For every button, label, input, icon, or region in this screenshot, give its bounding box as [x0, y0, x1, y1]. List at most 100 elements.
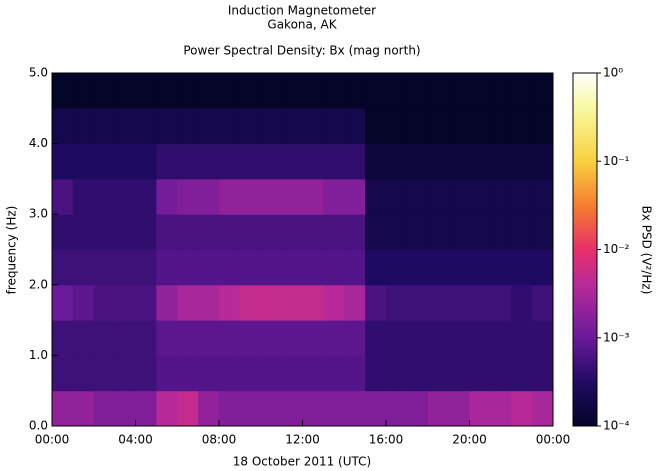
heatmap-cell	[511, 214, 533, 250]
colorbar	[572, 72, 598, 427]
heatmap-cell	[177, 143, 199, 180]
heatmap-cell	[469, 214, 491, 250]
heatmap-cell	[406, 214, 429, 250]
heatmap-cell	[135, 73, 157, 109]
heatmap-cell	[114, 355, 136, 392]
heatmap-cell	[260, 249, 283, 286]
heatmap-cell	[72, 390, 95, 427]
heatmap-cell	[52, 249, 74, 286]
heatmap-cell	[344, 143, 366, 180]
heatmap-cell	[302, 143, 324, 180]
heatmap-cell	[177, 249, 199, 286]
heatmap-cell	[365, 108, 387, 145]
y-tick-label: 3.0	[29, 207, 48, 221]
heatmap-cell	[406, 143, 429, 180]
heatmap-cell	[93, 214, 116, 250]
heatmap-cell	[219, 320, 241, 356]
heatmap-cell	[469, 178, 491, 215]
heatmap-cell	[386, 284, 408, 321]
heatmap-cell	[281, 73, 303, 109]
heatmap-cell	[198, 143, 220, 180]
heatmap-cell	[135, 390, 157, 427]
heatmap-cell	[93, 249, 116, 286]
heatmap-cell	[281, 355, 303, 392]
heatmap-cell	[427, 320, 450, 356]
heatmap-cell	[72, 355, 95, 392]
heatmap-cell	[532, 108, 554, 145]
heatmap-cell	[302, 355, 324, 392]
heatmap-cell	[260, 73, 283, 109]
heatmap-cell	[406, 73, 429, 109]
heatmap-cell	[323, 73, 345, 109]
heatmap-cell	[323, 143, 345, 180]
colorbar-tick-label: 10⁻²	[603, 242, 630, 256]
heatmap-cell	[302, 214, 324, 250]
heatmap-cell	[406, 355, 429, 392]
heatmap-cell	[219, 249, 241, 286]
heatmap-cell	[448, 108, 470, 145]
heatmap-cell	[281, 390, 303, 427]
y-tick-label: 4.0	[29, 136, 48, 150]
heatmap-cell	[260, 143, 283, 180]
heatmap-cell	[427, 178, 450, 215]
heatmap-cell	[490, 355, 512, 392]
heatmap-cell	[72, 214, 95, 250]
heatmap-cell	[260, 320, 283, 356]
heatmap-cell	[469, 320, 491, 356]
heatmap-cell	[177, 284, 199, 321]
heatmap-cell	[198, 284, 220, 321]
heatmap-cell	[344, 73, 366, 109]
heatmap-cell	[365, 73, 387, 109]
x-tick-label: 12:00	[285, 433, 320, 447]
heatmap-cell	[532, 320, 554, 356]
heatmap-cell	[239, 143, 262, 180]
heatmap-cell	[448, 355, 470, 392]
heatmap-cell	[302, 284, 324, 321]
heatmap-cell	[52, 143, 74, 180]
colorbar-tick-label: 10⁻⁴	[603, 419, 630, 433]
heatmap-cell	[386, 143, 408, 180]
heatmap-cell	[260, 178, 283, 215]
heatmap-cell	[177, 355, 199, 392]
heatmap-cell	[490, 320, 512, 356]
x-tick-label: 08:00	[202, 433, 237, 447]
heatmap-cell	[177, 214, 199, 250]
heatmap-cell	[239, 108, 262, 145]
heatmap-cell	[406, 108, 429, 145]
heatmap-cell	[344, 178, 366, 215]
heatmap-cell	[448, 178, 470, 215]
heatmap-cell	[406, 249, 429, 286]
heatmap-cell	[281, 143, 303, 180]
heatmap-cell	[323, 249, 345, 286]
heatmap-cell	[469, 355, 491, 392]
heatmap-cell	[490, 284, 512, 321]
heatmap-cell	[114, 214, 136, 250]
heatmap-cell	[156, 249, 178, 286]
x-tick-label: 04:00	[118, 433, 153, 447]
heatmap-cell	[427, 249, 450, 286]
heatmap-cell	[93, 320, 116, 356]
heatmap-cell	[302, 320, 324, 356]
heatmap-cell	[52, 178, 74, 215]
heatmap-cell	[114, 143, 136, 180]
heatmap-cell	[135, 249, 157, 286]
heatmap-cell	[365, 355, 387, 392]
heatmap-cell	[511, 355, 533, 392]
heatmap-cell	[469, 108, 491, 145]
heatmap-cell	[239, 73, 262, 109]
heatmap-cell	[93, 73, 116, 109]
colorbar-label: Bx PSD (V²/Hz)	[640, 206, 654, 295]
heatmap-cell	[52, 214, 74, 250]
heatmap-cell	[302, 73, 324, 109]
heatmap-cell	[72, 143, 95, 180]
heatmap-cell	[344, 390, 366, 427]
heatmap-cell	[219, 108, 241, 145]
heatmap-cell	[219, 73, 241, 109]
heatmap-cell	[365, 284, 387, 321]
heatmap-cell	[135, 143, 157, 180]
heatmap-cell	[72, 108, 95, 145]
heatmap-cell	[386, 214, 408, 250]
heatmap-cell	[177, 178, 199, 215]
colorbar-tick-label: 10⁰	[603, 66, 623, 80]
